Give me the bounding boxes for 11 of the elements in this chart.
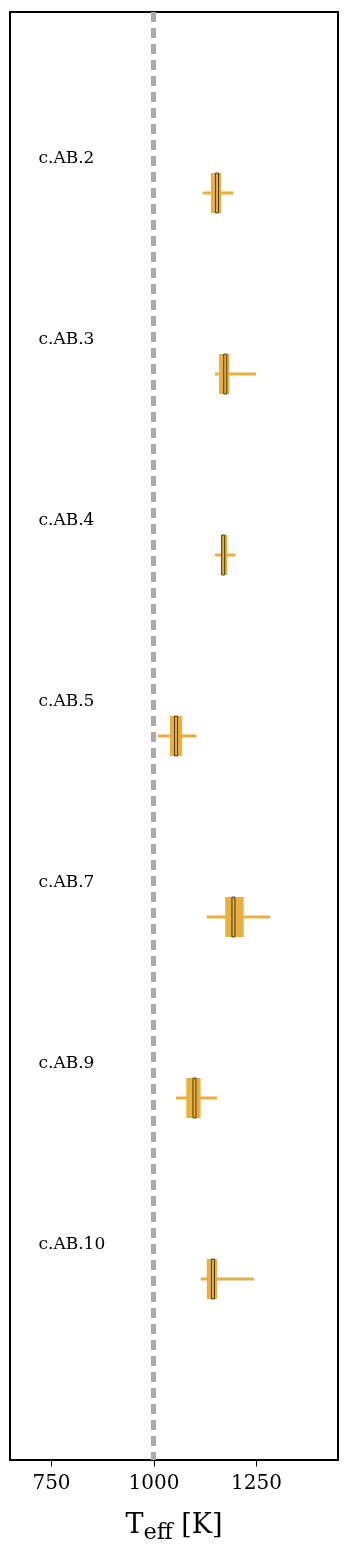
x-axis-title: T$_{eff}$ [K]	[124, 1508, 224, 1545]
x-tick-label: 1250	[231, 1469, 282, 1494]
y-tick-label: c.AB.7	[38, 870, 95, 891]
y-tick-label: c.AB.3	[38, 327, 95, 348]
y-tick-label: c.AB.5	[38, 689, 95, 710]
y-tick-label: c.AB.10	[38, 1232, 106, 1253]
y-tick-label: c.AB.9	[38, 1051, 95, 1072]
x-tick-label: 1000	[128, 1469, 180, 1494]
y-tick-label: c.AB.2	[38, 146, 95, 167]
y-tick-label: c.AB.4	[38, 508, 95, 529]
x-tick-label: 750	[32, 1469, 71, 1494]
